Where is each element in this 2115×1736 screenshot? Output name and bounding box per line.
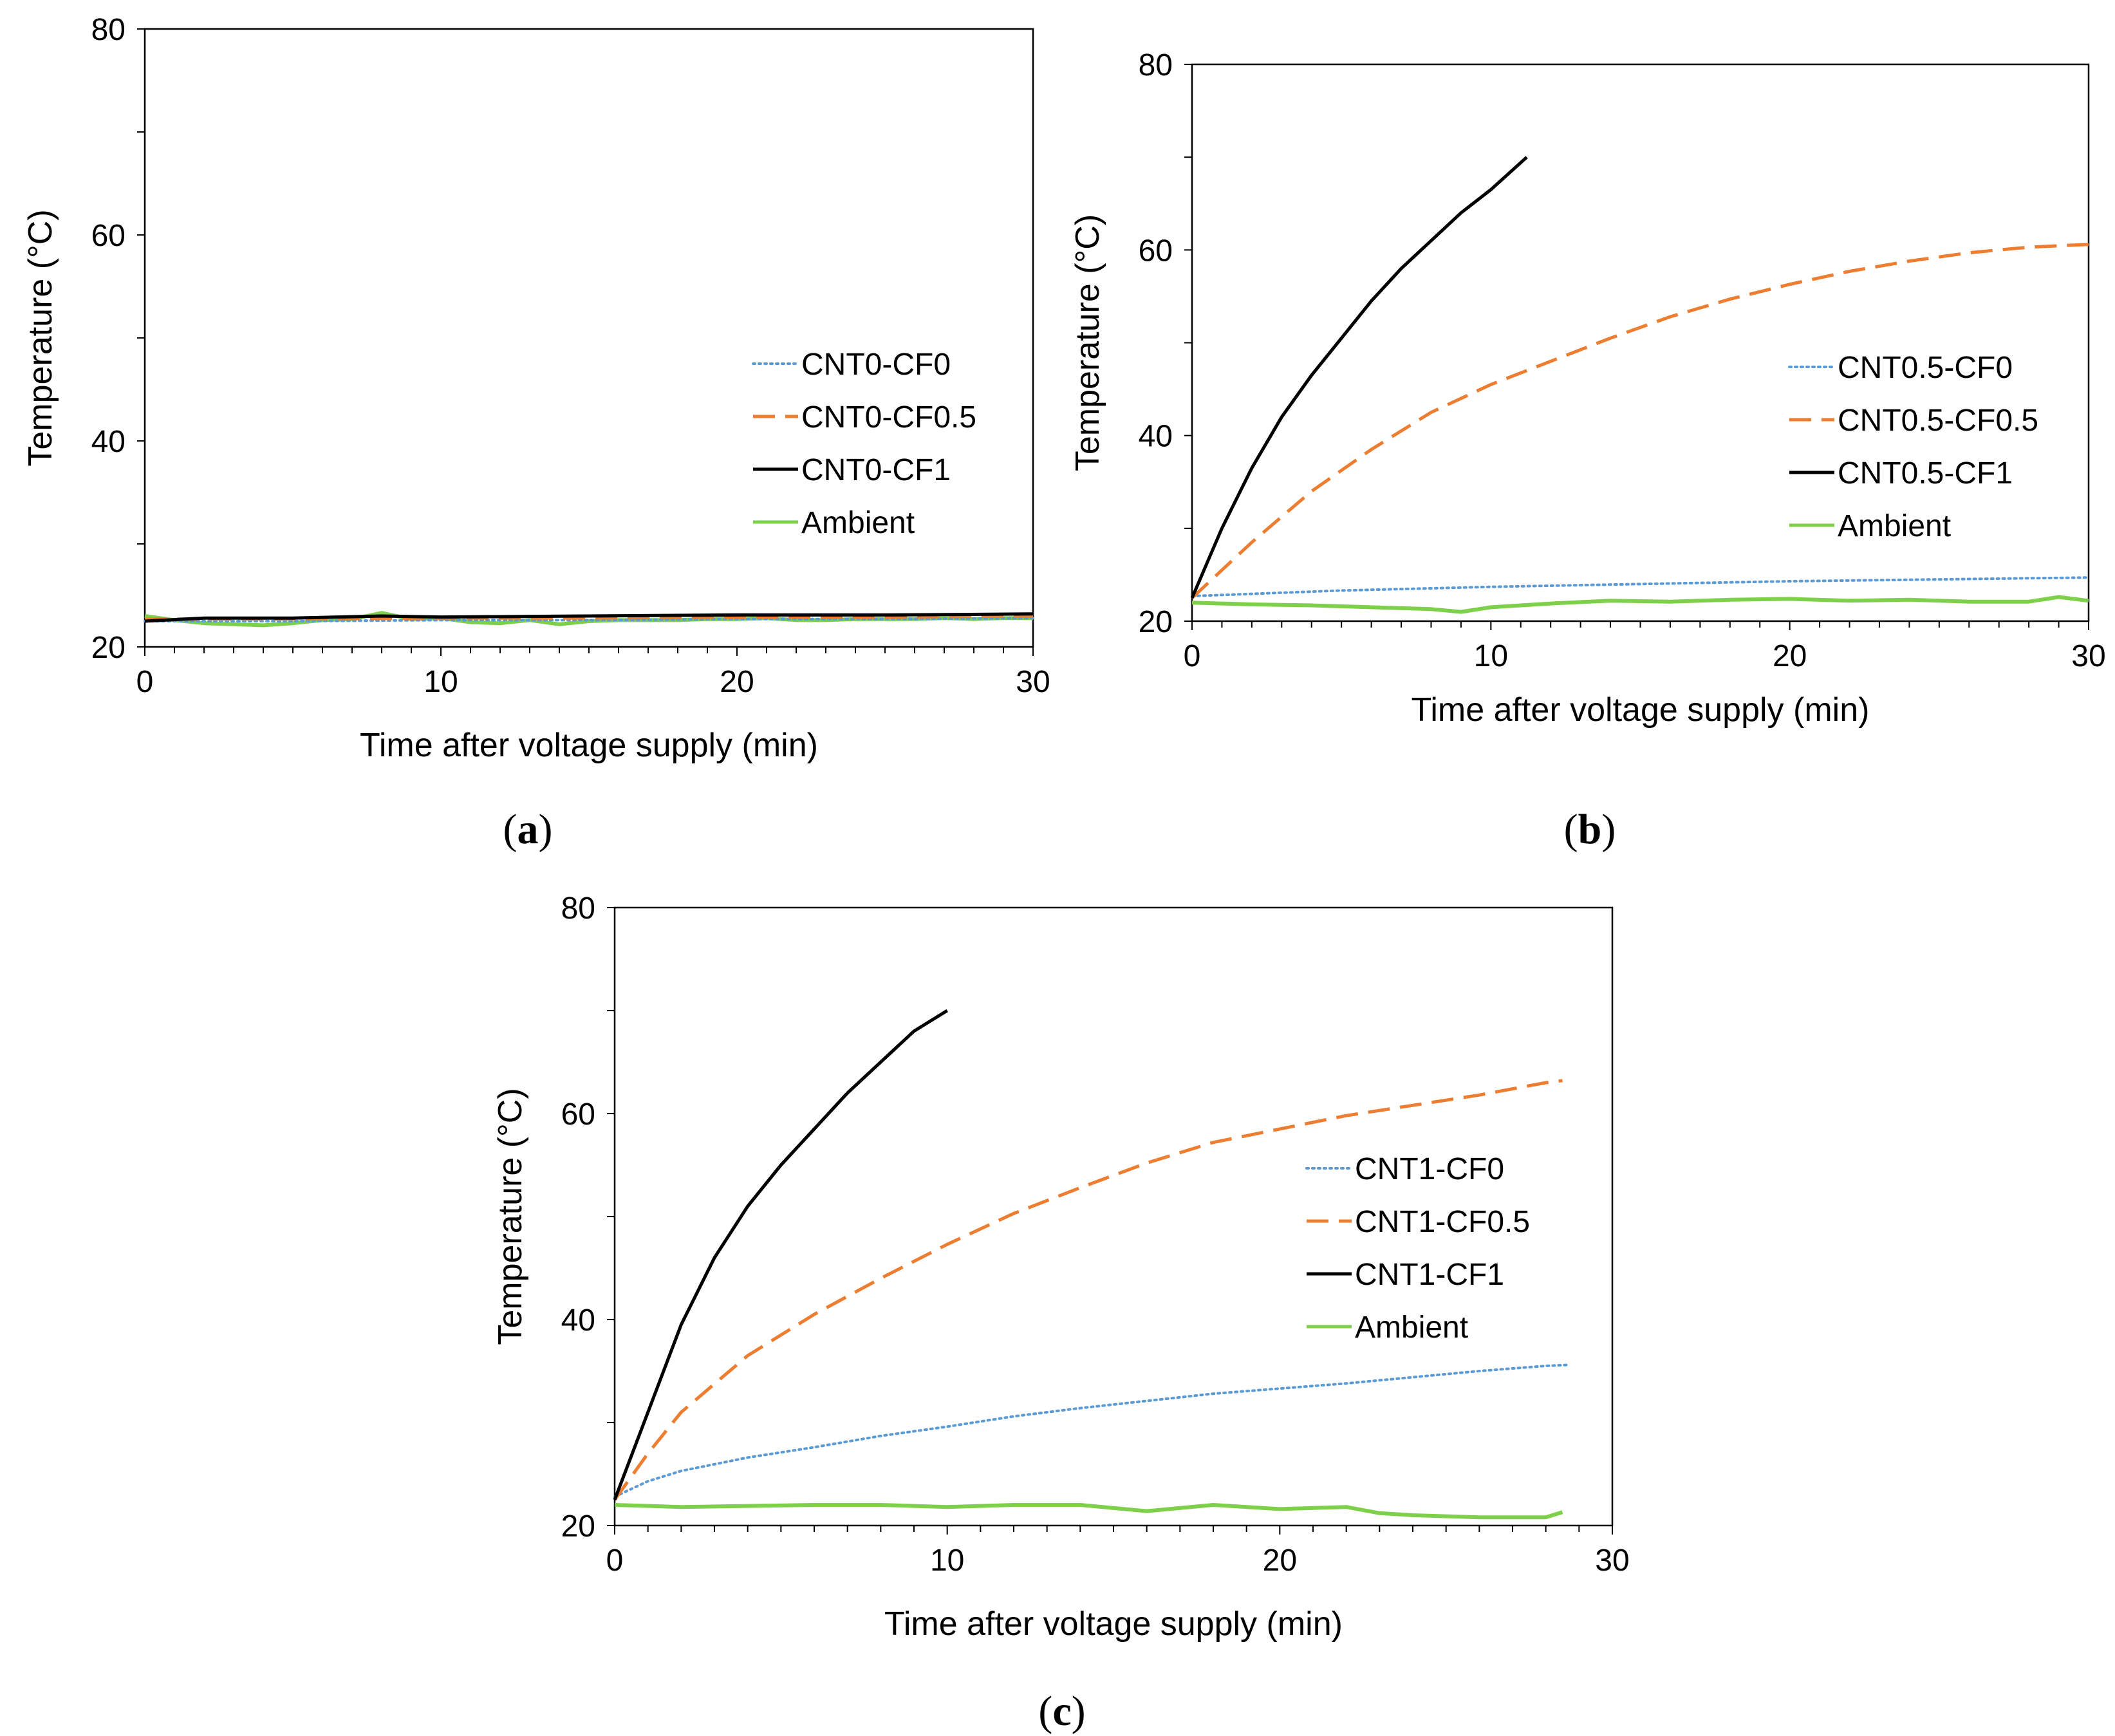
legend-label: CNT0.5-CF1 (1838, 456, 2013, 490)
panel-label: (a) (503, 806, 553, 853)
series-line-cnt1-cf0 (613, 1363, 1570, 1498)
legend-label: CNT1-CF0.5 (1355, 1205, 1530, 1239)
y-axis-title: Temperature (°C) (22, 209, 59, 466)
x-tick-label: 20 (720, 665, 754, 699)
x-tick-label: 10 (930, 1544, 964, 1578)
legend-label: CNT0.5-CF0 (1838, 351, 2013, 385)
x-axis-title: Time after voltage supply (min) (884, 1605, 1343, 1643)
series-line-cnt1-cf0-5 (613, 1079, 1563, 1501)
x-tick-label: 30 (1016, 665, 1050, 699)
y-tick-label: 40 (91, 425, 126, 459)
x-tick-label: 30 (2071, 639, 2105, 673)
x-tick-label: 20 (1263, 1544, 1297, 1578)
plot-frame (144, 28, 1034, 648)
plot-frame (1191, 63, 2090, 622)
legend-label: Ambient (801, 506, 915, 540)
x-tick-label: 0 (606, 1544, 624, 1578)
y-tick-label: 60 (1139, 234, 1173, 268)
y-tick-label: 80 (561, 891, 595, 926)
series-line-ambient (1191, 595, 2089, 614)
y-tick-label: 80 (91, 13, 126, 47)
legend-label: CNT1-CF1 (1355, 1258, 1504, 1292)
legend-label: CNT0-CF0.5 (801, 400, 976, 434)
legend-label: CNT0-CF1 (801, 453, 951, 487)
legend-label: CNT0.5-CF0.5 (1838, 404, 2038, 438)
y-axis-title: Temperature (°C) (1069, 214, 1106, 471)
x-tick-label: 10 (424, 665, 458, 699)
y-tick-label: 40 (561, 1303, 595, 1338)
x-tick-label: 20 (1773, 639, 1807, 673)
panel-label: (c) (1038, 1688, 1085, 1735)
panel-c: 0 10 20 30 20 40 60 80 Time after voltage supply… (492, 891, 1630, 1735)
legend-label: Ambient (1838, 509, 1951, 543)
series-line-cnt0-cf0 (144, 617, 1034, 622)
series-line-ambient (614, 1503, 1563, 1520)
series-line-cnt0-cf1 (144, 612, 1034, 623)
y-tick-label: 40 (1139, 420, 1173, 454)
legend-label: Ambient (1355, 1311, 1468, 1345)
y-tick-label: 20 (1139, 605, 1173, 639)
y-axis-title: Temperature (°C) (492, 1088, 529, 1345)
x-tick-label: 30 (1595, 1544, 1629, 1578)
series-line-cnt1-cf1 (613, 1009, 949, 1500)
series-line-cnt0-5-cf0-5 (1191, 243, 2089, 599)
y-tick-label: 60 (91, 219, 126, 253)
y-tick-label: 20 (91, 631, 126, 665)
x-axis-title: Time after voltage supply (min) (360, 727, 818, 764)
series-line-cnt0-5-cf0 (1191, 576, 2090, 598)
panel-a: 0 10 20 30 20 40 60 80 Time after voltage supply… (22, 13, 1050, 853)
legend-label: CNT0-CF0 (801, 348, 951, 382)
x-axis-title: Time after voltage supply (min) (1412, 691, 1870, 729)
y-tick-label: 60 (561, 1097, 595, 1132)
y-tick-label: 80 (1139, 48, 1173, 82)
legend-label: CNT1-CF0 (1355, 1152, 1504, 1186)
x-tick-label: 10 (1474, 639, 1508, 673)
y-tick-label: 20 (561, 1509, 595, 1544)
series-line-cnt0-5-cf1 (1190, 156, 1528, 599)
panel-label: (b) (1564, 806, 1616, 853)
panel-b: 0 10 20 30 20 40 60 80 Time after voltage supply… (1069, 48, 2106, 853)
x-tick-label: 0 (136, 665, 154, 699)
x-tick-label: 0 (1184, 639, 1201, 673)
